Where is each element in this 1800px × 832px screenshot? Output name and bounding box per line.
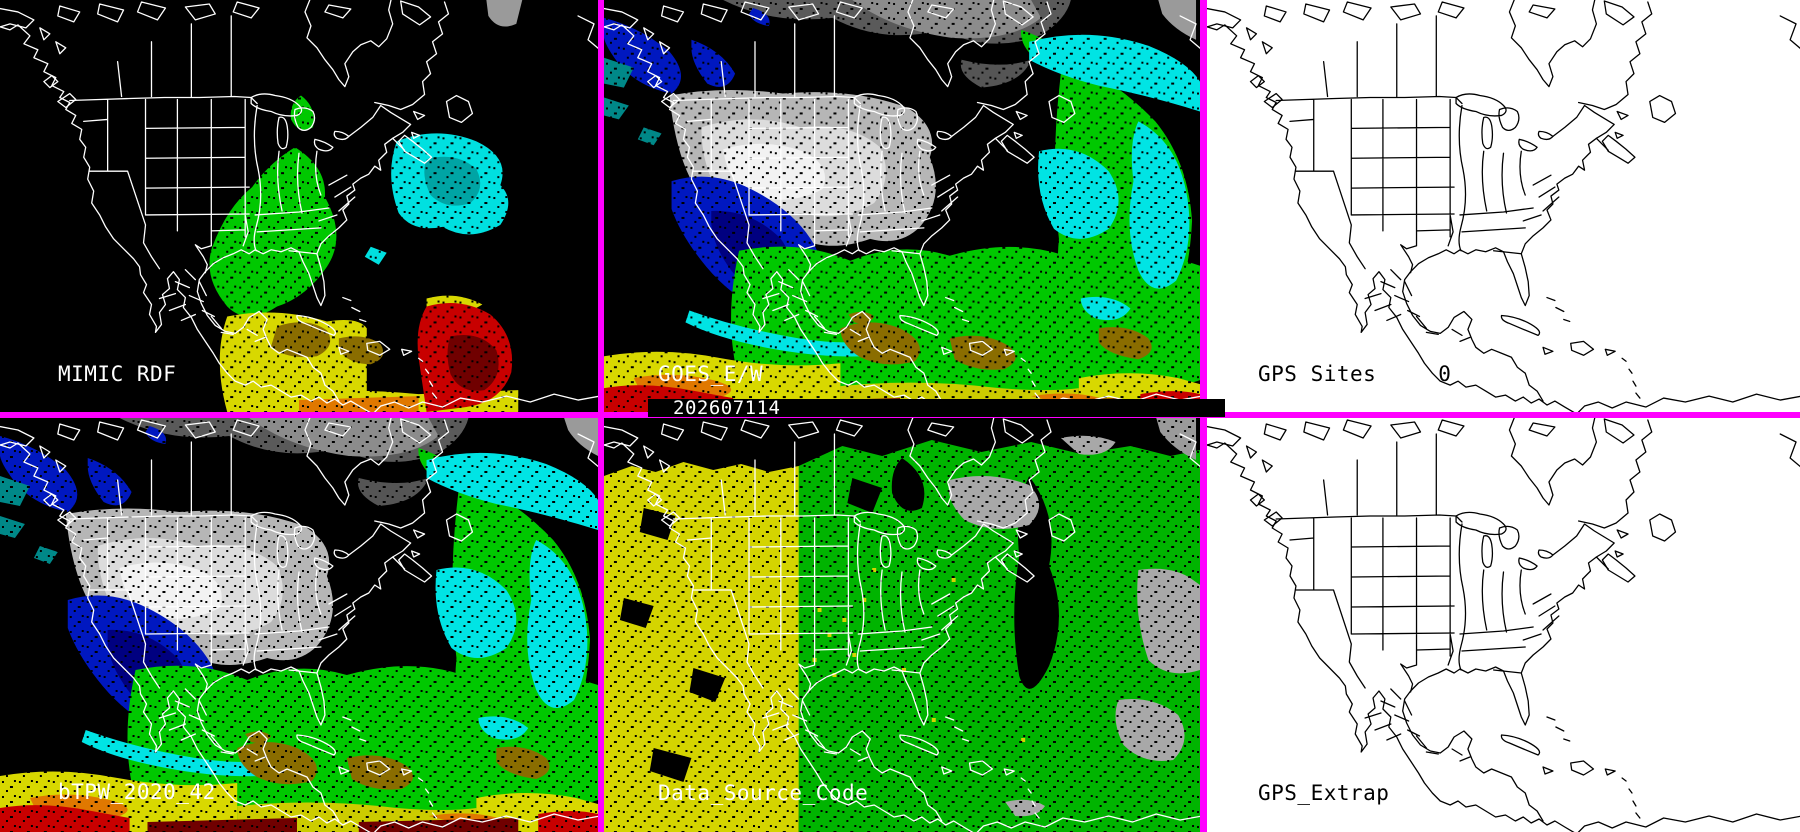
timestamp-bar: 202607114 [648, 397, 1225, 419]
btpw-map-image [0, 418, 598, 832]
panel-gps-sites: GPS Sites 0 [1207, 0, 1800, 412]
panel-mimic-rdf: MIMIC RDF [0, 0, 598, 412]
goes-e-w-map-image [604, 0, 1200, 412]
panel-gps-extrap: GPS_Extrap [1207, 418, 1800, 832]
panel-goes-e-w: GOES_E/W [604, 0, 1200, 412]
panel-data-source-code: Data_Source_Code [604, 418, 1200, 832]
mimic-rdf-map-image [0, 0, 598, 412]
swath-edge-marker [1158, 0, 1197, 40]
data-source-code-map-image [604, 418, 1200, 832]
panel-btpw-2020-42: bTPW_2020_42 [0, 418, 598, 832]
gps-extrap-map-image [1207, 418, 1800, 832]
timestamp-text: 202607114 [673, 397, 781, 419]
swath-edge-marker [486, 0, 523, 27]
swath-edge-marker [564, 418, 598, 456]
gps-sites-map-image [1207, 0, 1800, 412]
